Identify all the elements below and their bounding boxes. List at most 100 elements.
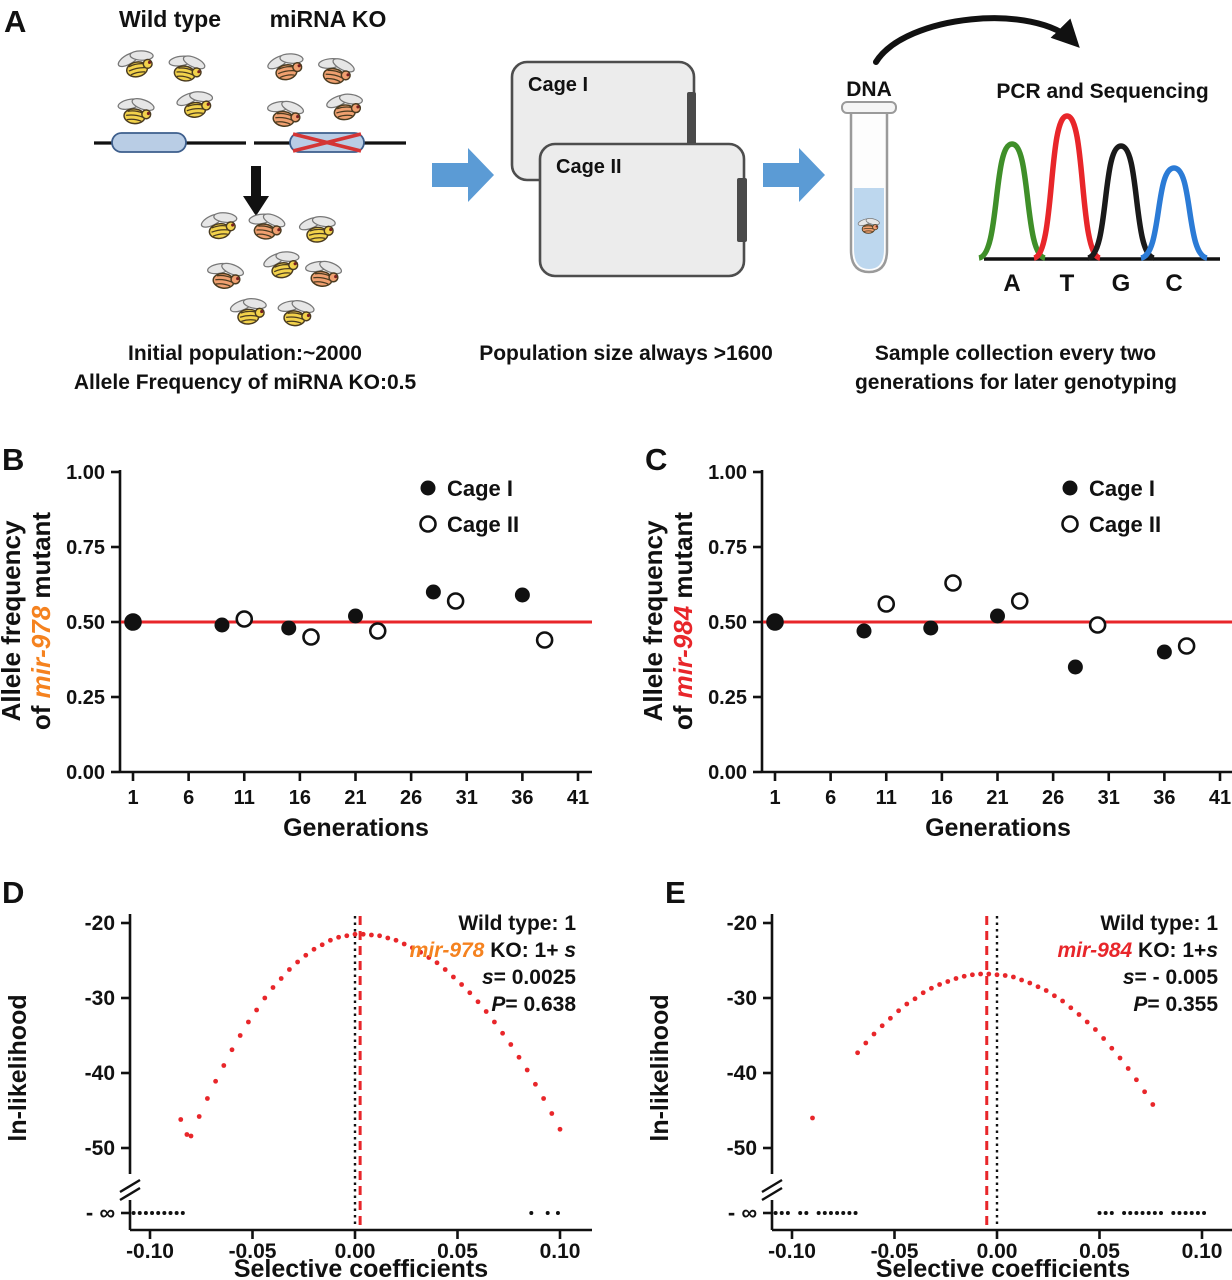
wildtype-gene-diagram: [94, 132, 246, 153]
dna-label: DNA: [846, 78, 892, 101]
y-tick-label: 0.00: [708, 762, 747, 784]
legend-cage1-label: Cage I: [1089, 476, 1155, 501]
annotation-ko: mir-984 KO: 1+s: [1057, 939, 1218, 962]
x-tick-label: 31: [456, 787, 478, 809]
y-tick-label: 0.75: [708, 537, 747, 559]
x-tick-label: 21: [986, 787, 1008, 809]
x-tick-label: 36: [1153, 787, 1175, 809]
annotation-p: P= 0.355: [1133, 993, 1218, 1016]
x-tick-label: 11: [234, 787, 255, 809]
y-tick-label: 0.75: [66, 537, 105, 559]
x-tick-label: 6: [825, 787, 836, 809]
x-tick-label: 0.10: [1182, 1240, 1223, 1263]
x-tick-label: 16: [289, 787, 311, 809]
likelihood-curve: [810, 971, 1156, 1121]
panel-d-chart: -20 -30 -40 -50 - ∞ -0.10 -0.05 0.00 0.05 0.10 Sel…: [4, 912, 592, 1280]
neg-inf-label: - ∞: [86, 1200, 115, 1225]
caption-sampling-1: Sample collection every two: [874, 342, 1157, 365]
y-tick-label: -50: [727, 1137, 757, 1160]
panel-e-chart: -20 -30 -40 -50 - ∞ -0.10 -0.05 0.00 0.05 0.10 Sel…: [646, 912, 1232, 1280]
y-axis-title: ln-likelihood: [646, 994, 674, 1141]
cage1-points: [767, 608, 1172, 675]
dna-tube-icon: [841, 101, 897, 274]
y-tick-label: 1.00: [66, 462, 105, 484]
x-axis-title: Selective coefficients: [234, 1255, 488, 1280]
x-axis-title: Selective coefficients: [876, 1255, 1130, 1280]
panel-c-chart: 0.000.250.500.751.001 6 11 16 21 26 31 36 41Cage…: [638, 462, 1232, 842]
y-tick-label: -50: [85, 1137, 115, 1160]
x-tick-label: 11: [876, 787, 897, 809]
pcr-label: PCR and Sequencing: [996, 80, 1209, 103]
base-letter-A: A: [1003, 270, 1020, 297]
x-tick-label: -0.05: [871, 1240, 919, 1263]
neg-inf-points: [131, 1211, 560, 1215]
axis-break-icon: [119, 1178, 141, 1194]
x-tick-label: 26: [1042, 787, 1064, 809]
x-tick-label: 41: [1209, 787, 1231, 809]
chromatogram-peak-C: [1139, 165, 1209, 261]
legend: Cage I Cage II: [419, 476, 519, 537]
likelihood-curve: [178, 931, 563, 1139]
y-tick-label: -40: [85, 1062, 115, 1085]
y-axis-title-line2: of mir-978 mutant: [26, 512, 56, 730]
x-tick-label: 6: [183, 787, 194, 809]
mixed-flies-icon: [197, 207, 345, 329]
axis-break-icon: [761, 1178, 783, 1194]
caption-population: Initial population:~2000: [128, 342, 362, 365]
flow-arrow-2-icon: [763, 148, 825, 202]
x-tick-label: 0.10: [540, 1240, 581, 1263]
knockout-cross-icon: [292, 132, 362, 153]
base-letter-T: T: [1060, 270, 1075, 297]
legend-cage1-label: Cage I: [447, 476, 513, 501]
annotation-wildtype: Wild type: 1: [1100, 912, 1218, 935]
legend-cage2-label: Cage II: [1089, 512, 1161, 537]
y-tick-label: 0.25: [66, 687, 105, 709]
y-tick-label: 1.00: [708, 462, 747, 484]
x-tick-label: 0.05: [1079, 1240, 1120, 1263]
y-tick-label: -20: [85, 912, 115, 935]
annotation-s: s= 0.0025: [482, 966, 576, 989]
panel-b-label: B: [2, 442, 25, 477]
caption-sampling-2: generations for later genotyping: [854, 371, 1178, 394]
x-tick-label: 0.00: [335, 1240, 376, 1263]
base-letter-G: G: [1112, 270, 1131, 297]
x-tick-label: 1: [127, 787, 138, 809]
panel-c-label: C: [645, 442, 668, 477]
y-tick-label: 0.00: [66, 762, 105, 784]
x-tick-label: -0.10: [126, 1240, 174, 1263]
y-axis-title-line1: Allele frequency: [638, 520, 668, 721]
base-letter-C: C: [1165, 270, 1182, 297]
caption-allele: Allele Frequency of miRNA KO:0.5: [73, 371, 417, 394]
x-tick-label: 1: [769, 787, 780, 809]
annotation-ko: mir-978 KO: 1+ s: [410, 939, 576, 962]
curved-arrow-icon: [873, 15, 1080, 65]
cage1-points: [125, 584, 530, 636]
cage1-label: Cage I: [528, 74, 589, 96]
caption-cages: Population size always >1600: [479, 342, 773, 365]
ko-title: miRNA KO: [269, 6, 387, 32]
panel-d-label: D: [2, 875, 25, 910]
panel-a-label: A: [4, 4, 27, 39]
annotation-s: s= - 0.005: [1123, 966, 1218, 989]
ko-flies-icon: [263, 48, 366, 130]
annotation-wildtype: Wild type: 1: [458, 912, 576, 935]
y-tick-label: 0.50: [708, 612, 747, 634]
x-tick-label: 41: [567, 787, 589, 809]
cage2-label: Cage II: [556, 156, 622, 178]
legend: Cage I Cage II: [1061, 476, 1161, 537]
wildtype-flies-icon: [113, 45, 217, 127]
legend-cage2-label: Cage II: [447, 512, 519, 537]
cage2-points: [766, 574, 1196, 655]
y-tick-label: 0.25: [708, 687, 747, 709]
cage-2: [538, 142, 747, 278]
neg-inf-points: [773, 1211, 1207, 1215]
x-tick-label: 36: [511, 787, 533, 809]
y-tick-label: -40: [727, 1062, 757, 1085]
y-axis-title-line1: Allele frequency: [0, 520, 26, 721]
down-arrow-icon: [243, 166, 269, 216]
panel-b-chart: 0.000.250.500.751.001 6 11 16 21 26 31 36 41Cage…: [0, 462, 592, 842]
y-tick-label: 0.50: [66, 612, 105, 634]
x-tick-label: -0.10: [768, 1240, 816, 1263]
x-tick-label: 31: [1098, 787, 1120, 809]
y-tick-label: -30: [727, 987, 757, 1010]
